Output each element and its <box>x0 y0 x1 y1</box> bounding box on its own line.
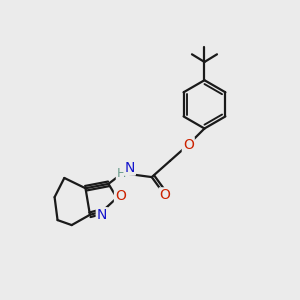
Text: O: O <box>160 188 170 202</box>
Text: O: O <box>115 189 126 203</box>
Text: N: N <box>97 208 107 222</box>
Text: N: N <box>124 161 135 175</box>
Text: H: H <box>117 167 126 180</box>
Text: O: O <box>183 138 194 152</box>
